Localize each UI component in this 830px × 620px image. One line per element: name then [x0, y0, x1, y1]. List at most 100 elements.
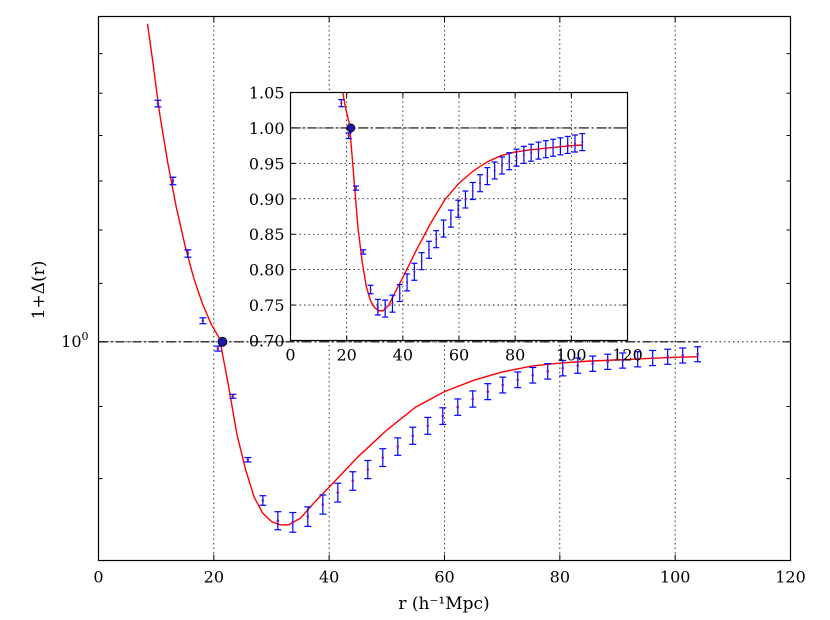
inset-data-point: [484, 167, 491, 186]
main-point-marker: [201, 319, 205, 323]
inset-data-point: [389, 294, 396, 313]
main-marked-point: [217, 336, 228, 347]
main-point-marker: [366, 468, 370, 471]
x-axis-label: r (h⁻¹Mpc): [398, 594, 489, 614]
inset-data-point: [571, 134, 578, 153]
inset-y-tick-label: 0.90: [249, 190, 285, 209]
main-data-point: [469, 390, 477, 408]
inset-data-point: [425, 240, 432, 259]
inset-crossing-point: [346, 123, 356, 133]
inset-data-point: [455, 199, 462, 218]
inset-data-point: [396, 283, 403, 303]
inset-data-point: [506, 152, 513, 171]
inset-point-marker: [405, 281, 409, 284]
inset-data-point: [528, 143, 535, 162]
main-point-marker: [231, 394, 235, 398]
main-point-marker: [681, 354, 684, 357]
inset-data-point: [411, 262, 418, 281]
inset-y-tick-label: 0.70: [249, 332, 285, 351]
main-data-point: [574, 357, 582, 374]
main-data-point: [364, 459, 372, 480]
inset-point-marker: [362, 250, 365, 254]
main-data-point: [619, 352, 627, 369]
inset-ticks: [290, 92, 628, 341]
main-x-tick-label: 60: [434, 568, 454, 587]
inset-point-marker: [522, 153, 525, 156]
inset-data-point: [462, 190, 469, 209]
main-data-point: [169, 176, 177, 186]
inset-data-point: [447, 209, 454, 228]
inset-y-tick-label: 0.80: [249, 261, 285, 280]
inset-data-point: [498, 156, 505, 175]
inset-point-marker: [530, 151, 533, 154]
main-point-marker: [516, 378, 520, 382]
main-x-tick-label: 40: [319, 568, 339, 587]
main-point-marker: [411, 434, 415, 438]
main-point-marker: [351, 479, 355, 483]
inset-point-marker: [581, 141, 584, 144]
main-point-marker: [561, 366, 565, 370]
main-data-point: [229, 393, 237, 399]
inset-point-marker: [340, 102, 343, 105]
inset-point-marker: [398, 291, 401, 295]
main-data-point: [649, 349, 657, 367]
inset-data-point: [433, 230, 440, 249]
inset-point-marker: [384, 307, 387, 310]
main-error-bars: [154, 99, 702, 533]
inset-data-point: [418, 252, 425, 271]
inset-marked-point: [346, 123, 356, 133]
inset-data-point: [360, 249, 367, 255]
inset-y-tick-label: 1.00: [249, 119, 285, 138]
main-data-point: [289, 511, 297, 533]
main-data-point: [409, 426, 417, 445]
inset-point-marker: [544, 148, 547, 151]
main-point-marker: [156, 102, 160, 105]
main-data-point: [679, 347, 687, 364]
inset-grid: [290, 92, 628, 341]
inset-y-tick-label: 1.05: [249, 84, 285, 103]
main-point-marker: [576, 364, 580, 367]
inset-point-marker: [376, 306, 379, 309]
main-axes: 0 20 40 60 80 100 120 100 r (h⁻¹Mpc) 1+Δ(r): [29, 15, 806, 614]
main-x-tick-label: 80: [550, 568, 570, 587]
main-data-point: [634, 351, 642, 368]
inset-model-curve: [342, 92, 583, 312]
main-point-marker: [531, 373, 535, 377]
inset-x-tick-label: 40: [393, 346, 413, 365]
inset-x-tick-label: 0: [285, 346, 295, 365]
inset-data-point: [338, 98, 345, 108]
main-x-tick-label: 0: [93, 568, 103, 587]
main-data-point: [544, 363, 552, 380]
inset-point-marker: [369, 288, 372, 291]
main-data-point: [529, 366, 537, 384]
inset-data-point: [345, 132, 352, 140]
main-point-marker: [441, 414, 445, 418]
inset-x-tick-label: 20: [336, 346, 356, 365]
y-axis-label: 1+Δ(r): [29, 261, 49, 320]
main-data-point: [514, 371, 522, 389]
main-point-marker: [501, 383, 505, 387]
inset-data-point: [374, 298, 381, 316]
main-point-marker: [696, 352, 699, 356]
main-data-point: [454, 398, 462, 416]
main-data-point: [349, 471, 357, 491]
main-x-tick-label: 20: [204, 568, 224, 587]
main-point-marker: [216, 347, 220, 350]
main-data-point: [559, 359, 567, 377]
main-point-marker: [291, 521, 295, 524]
main-point-marker: [636, 357, 639, 361]
main-point-marker: [486, 390, 490, 393]
inset-point-marker: [449, 217, 452, 220]
inset-error-bars: [338, 98, 586, 318]
main-data-point: [334, 482, 342, 503]
main-point-marker: [306, 515, 310, 518]
main-x-tick-labels: 0 20 40 60 80 100 120: [93, 568, 805, 587]
inset-data-point: [542, 140, 549, 159]
main-point-marker: [321, 503, 325, 506]
inset-data-point: [491, 161, 498, 180]
inset-data-point: [382, 299, 389, 318]
main-data-point: [244, 456, 252, 463]
inset-x-tick-label: 80: [505, 346, 525, 365]
inset-data-point: [520, 145, 527, 164]
